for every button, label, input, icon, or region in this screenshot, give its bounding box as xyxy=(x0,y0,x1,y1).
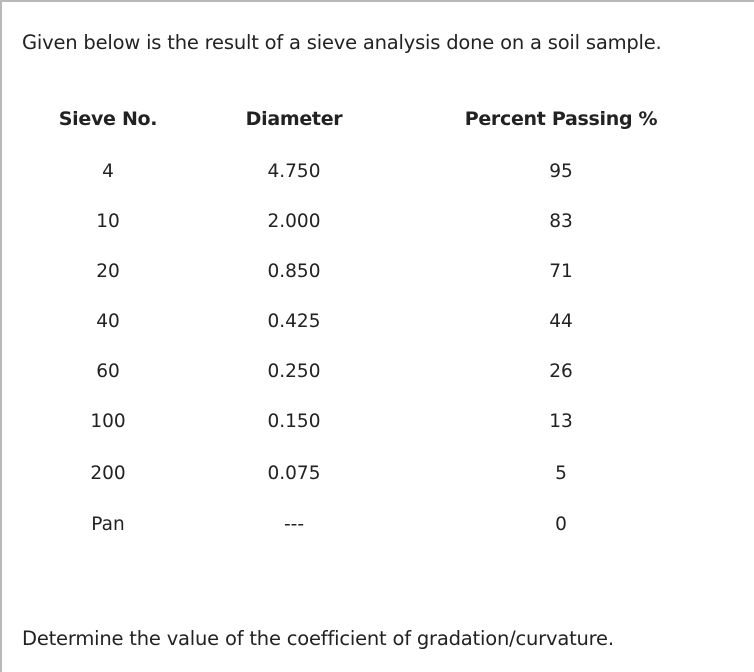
cell-percent-passing: 13 xyxy=(549,411,573,432)
cell-diameter: 0.150 xyxy=(267,411,321,432)
cell-sieve-no: 100 xyxy=(90,411,126,432)
cell-diameter: 0.250 xyxy=(267,361,321,382)
cell-diameter: 0.075 xyxy=(267,463,321,484)
cell-sieve-no: 40 xyxy=(96,311,120,332)
cell-percent-passing: 26 xyxy=(549,361,573,382)
cell-diameter: 0.425 xyxy=(267,311,321,332)
cell-diameter: 2.000 xyxy=(267,211,321,232)
frame-top-border xyxy=(0,0,754,2)
cell-sieve-no: 10 xyxy=(96,211,120,232)
cell-sieve-no: 4 xyxy=(102,161,114,182)
header-percent-passing: Percent Passing % xyxy=(464,108,658,130)
cell-percent-passing: 95 xyxy=(549,161,573,182)
cell-sieve-no: Pan xyxy=(91,514,125,535)
header-diameter: Diameter xyxy=(245,108,343,130)
cell-percent-passing: 71 xyxy=(549,261,573,282)
cell-percent-passing: 44 xyxy=(549,311,573,332)
cell-diameter: 0.850 xyxy=(267,261,321,282)
frame-left-border xyxy=(0,0,2,672)
intro-text: Given below is the result of a sieve ana… xyxy=(22,31,662,54)
cell-percent-passing: 83 xyxy=(549,211,573,232)
cell-percent-passing: 0 xyxy=(555,514,567,535)
cell-percent-passing: 5 xyxy=(555,463,567,484)
cell-diameter: --- xyxy=(283,514,305,535)
cell-sieve-no: 60 xyxy=(96,361,120,382)
cell-sieve-no: 20 xyxy=(96,261,120,282)
cell-diameter: 4.750 xyxy=(267,161,321,182)
header-sieve-no: Sieve No. xyxy=(58,108,158,130)
question-text: Determine the value of the coefficient o… xyxy=(22,627,614,650)
cell-sieve-no: 200 xyxy=(90,463,126,484)
